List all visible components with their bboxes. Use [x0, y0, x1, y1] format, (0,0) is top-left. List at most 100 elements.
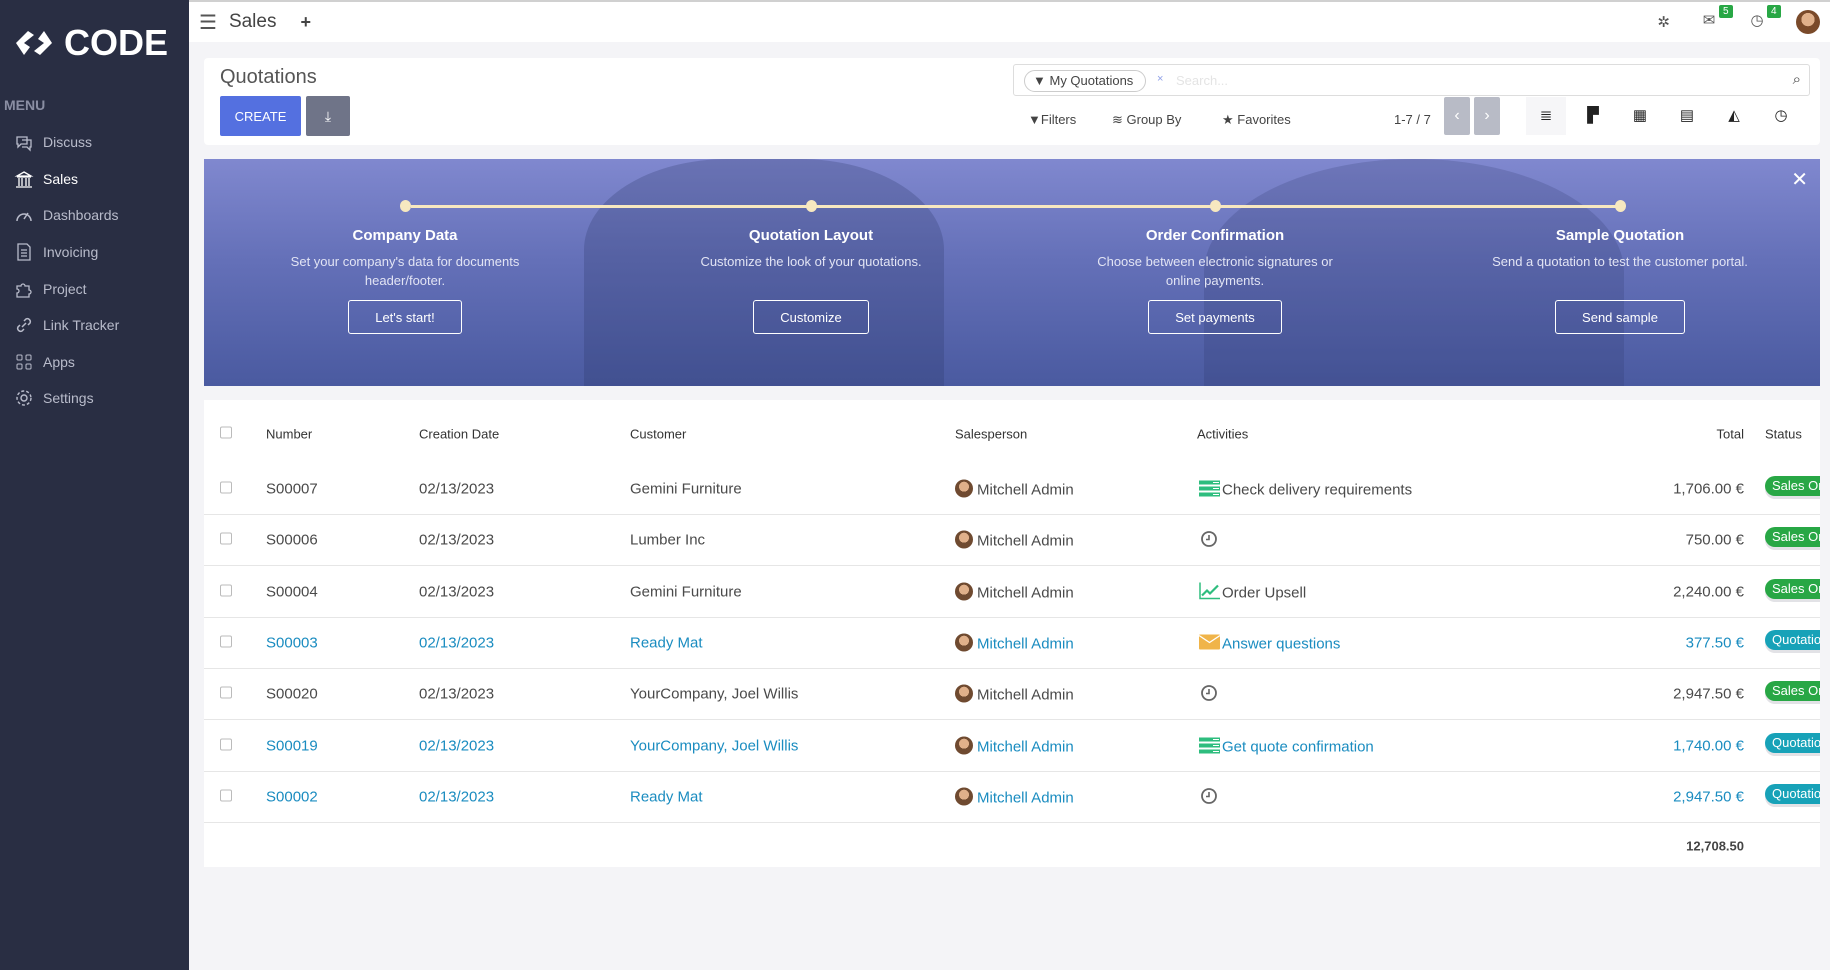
pivot-view-icon[interactable]: ▤	[1679, 107, 1695, 124]
table-row[interactable]: S00006 02/13/2023 Lumber Inc Mitchell Ad…	[204, 515, 1820, 567]
sidebar-item-label: Dashboards	[43, 207, 119, 224]
close-banner-icon[interactable]: ✕	[1791, 169, 1808, 191]
user-avatar[interactable]	[1796, 10, 1820, 34]
sidebar-item-discuss[interactable]: Discuss	[0, 124, 189, 161]
header-activities[interactable]: Activities	[1197, 426, 1249, 442]
clock-activity-icon[interactable]	[1199, 787, 1220, 804]
creation-date: 02/13/2023	[419, 788, 495, 806]
row-checkbox[interactable]	[220, 532, 232, 545]
todo-activity-icon	[1199, 480, 1220, 497]
graph-view-icon[interactable]: ◭	[1728, 107, 1740, 124]
activity-view-icon[interactable]: ◷	[1774, 107, 1788, 124]
header-number[interactable]: Number	[266, 426, 313, 442]
create-button[interactable]: CREATE	[220, 96, 301, 136]
clock-activity-icon[interactable]	[1199, 685, 1220, 702]
status-badge: Sales Order	[1765, 527, 1820, 548]
messages-button[interactable]: ✉ 5	[1700, 5, 1733, 33]
dashboard-icon	[16, 213, 32, 222]
favorites-button[interactable]: ★ Favorites	[1222, 102, 1291, 138]
sidebar-item-invoicing[interactable]: Invoicing	[0, 234, 189, 271]
sidebar-item-project[interactable]: Project	[0, 270, 189, 307]
header-customer[interactable]: Customer	[630, 426, 687, 442]
debug-bug-icon[interactable]: ✲	[1657, 14, 1670, 31]
table-row[interactable]: S00007 02/13/2023 Gemini Furniture Mitch…	[204, 464, 1820, 515]
kanban-view-icon[interactable]: ▛	[1587, 107, 1599, 124]
search-input[interactable]: Search...	[1176, 73, 1229, 88]
list-view-icon[interactable]: ≣	[1526, 97, 1566, 135]
calendar-view-icon[interactable]: ▦	[1632, 107, 1648, 124]
header-date[interactable]: Creation Date	[419, 426, 500, 442]
step-button[interactable]: Let's start!	[348, 300, 462, 334]
activities-button[interactable]: ◷ 4	[1748, 5, 1781, 33]
status-badge: Sales Order	[1765, 476, 1820, 496]
salesperson-name: Mitchell Admin	[977, 584, 1074, 602]
activity[interactable]	[1199, 787, 1222, 806]
header-salesperson[interactable]: Salesperson	[955, 426, 1028, 442]
sidebar-item-link-tracker[interactable]: Link Tracker	[0, 307, 189, 344]
salesperson-name: Mitchell Admin	[977, 738, 1074, 755]
row-checkbox[interactable]	[220, 635, 232, 648]
chat-icon: ✉	[1702, 12, 1716, 29]
activity[interactable]	[1199, 685, 1222, 704]
filter-icon: ▼	[1033, 73, 1050, 88]
customer: Lumber Inc	[630, 531, 706, 549]
row-checkbox[interactable]	[220, 686, 232, 699]
activity[interactable]: Check delivery requirements	[1199, 480, 1412, 499]
row-checkbox[interactable]	[220, 584, 232, 597]
search-bar[interactable]: ▼ My Quotations × Search... ⌕	[1013, 64, 1810, 96]
table-row[interactable]: S00019 02/13/2023 YourCompany, Joel Will…	[204, 721, 1820, 772]
table-row[interactable]: S00003 02/13/2023 Ready Mat Mitchell Adm…	[204, 618, 1820, 669]
total-amount: 2,947.50 €	[1673, 685, 1744, 703]
row-checkbox[interactable]	[220, 789, 232, 802]
search-icon[interactable]: ⌕	[1792, 71, 1801, 88]
customer: Ready Mat	[630, 788, 703, 806]
remove-facet-icon[interactable]: ×	[1157, 73, 1164, 85]
pager-previous-button[interactable]: ‹	[1444, 97, 1470, 135]
header-total[interactable]: Total	[1716, 426, 1744, 442]
row-checkbox[interactable]	[220, 481, 232, 494]
header-status[interactable]: Status	[1765, 426, 1802, 442]
table-row[interactable]: S00020 02/13/2023 YourCompany, Joel Will…	[204, 669, 1820, 721]
order-number: S00006	[266, 531, 318, 549]
group-by-button[interactable]: ≋ Group By	[1112, 102, 1181, 138]
customer: YourCompany, Joel Willis	[630, 685, 799, 703]
quotations-table: Number Creation Date Customer Salesperso…	[204, 400, 1820, 867]
sidebar-item-dashboards[interactable]: Dashboards	[0, 197, 189, 234]
salesperson-avatar	[955, 530, 973, 549]
pager-value[interactable]: 1-7 / 7	[1394, 112, 1431, 127]
onboarding-step: Quotation Layout Customize the look of yo…	[681, 227, 941, 334]
table-row[interactable]: S00004 02/13/2023 Gemini Furniture Mitch…	[204, 567, 1820, 618]
activity[interactable]: Get quote confirmation	[1199, 736, 1374, 755]
search-facet[interactable]: ▼ My Quotations	[1024, 70, 1147, 92]
row-checkbox[interactable]	[220, 738, 232, 750]
download-button[interactable]: ⤓	[306, 96, 350, 136]
hamburger-menu-icon[interactable]: ☰	[199, 11, 217, 34]
discuss-icon	[16, 136, 32, 152]
sidebar-item-settings[interactable]: Settings	[0, 380, 189, 417]
clock-activity-icon[interactable]	[1199, 531, 1220, 548]
order-number: S00007	[266, 480, 318, 498]
new-tab-plus-icon[interactable]: +	[300, 11, 311, 32]
puzzle-icon	[16, 283, 32, 298]
step-button[interactable]: Set payments	[1148, 300, 1282, 334]
app-title[interactable]: Sales	[228, 11, 277, 32]
filters-button[interactable]: ▼Filters	[1028, 102, 1076, 138]
sidebar-item-sales[interactable]: Sales	[0, 161, 189, 198]
status-badge: Quotation	[1765, 783, 1820, 804]
step-button[interactable]: Customize	[753, 300, 869, 334]
sidebar-item-apps[interactable]: Apps	[0, 344, 189, 381]
step-button[interactable]: Send sample	[1555, 300, 1685, 334]
step-dot	[1615, 200, 1626, 212]
activity[interactable]	[1199, 531, 1222, 550]
select-all-checkbox[interactable]	[220, 426, 232, 439]
activity-summary: Order Upsell	[1222, 584, 1307, 602]
systray: ✲ ✉ 5 ◷ 4	[1657, 5, 1820, 34]
banner-photo-shade	[1204, 159, 1624, 386]
salesperson-name: Mitchell Admin	[977, 481, 1074, 499]
brand-logo[interactable]: CODE	[14, 22, 168, 64]
activity[interactable]: Order Upsell	[1199, 582, 1306, 601]
activity[interactable]: Answer questions	[1199, 633, 1340, 652]
pager-next-button[interactable]: ›	[1474, 97, 1500, 135]
control-panel: Quotations CREATE ⤓ ▼ My Quotations × Se…	[204, 58, 1820, 145]
table-row[interactable]: S00002 02/13/2023 Ready Mat Mitchell Adm…	[204, 772, 1820, 823]
